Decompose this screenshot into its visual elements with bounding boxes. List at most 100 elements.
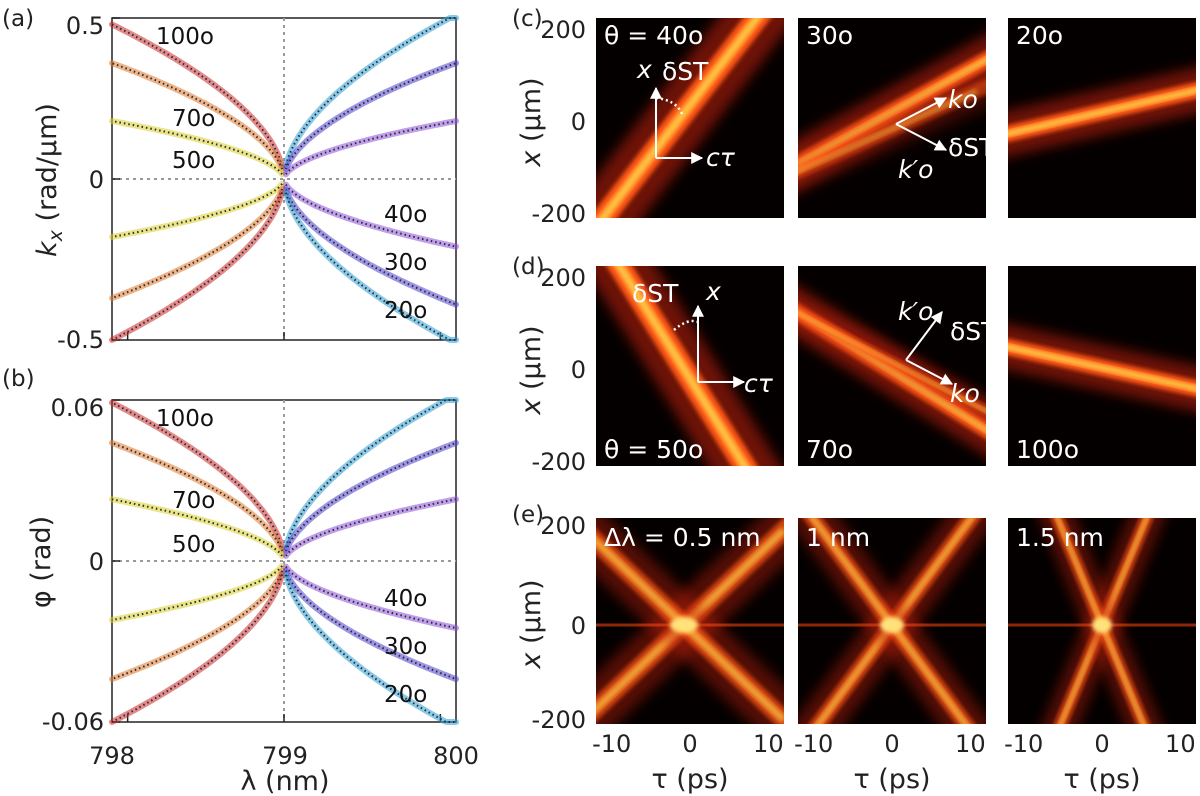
series-fit-11 [284,574,456,723]
curve-label-a-20: 20o [384,298,427,324]
tile-e-0-content [596,518,784,724]
tile-e-2-content [1008,518,1196,724]
curve-label-a-30: 30o [384,250,427,276]
series-band-3 [109,180,286,240]
panel-a-curves [109,15,459,343]
series-fit-3 [111,565,283,621]
ytick-d-2: -200 [532,448,586,476]
tile-c-0-content [596,18,784,218]
beam-c-2 [1008,53,1196,171]
curve-label-b-30: 30o [384,634,427,660]
tile-d-1-label: 70o [806,435,853,464]
series-band-10 [282,186,459,308]
ylabel-b: φ (rad) [26,516,57,608]
panel-c-label: (c) [512,6,543,32]
ytick-e-1: 0 [571,612,586,640]
xtick-e-2-1: 0 [1094,730,1109,758]
series-band-3 [109,562,286,623]
curve-label-a-40: 40o [384,202,427,228]
ylabel-d: x (µm) [516,325,547,415]
xlabel-e-2: τ (ps) [1063,764,1140,795]
tile-e-0-label: Δλ = 0.5 nm [604,523,761,552]
ytick-a-2: -0.5 [57,326,104,354]
ytick-a-0: 0.5 [66,12,104,40]
ylabel-e: x (µm) [516,579,547,669]
inset-c1-delta: δST [948,133,995,162]
tile-c-0-label: θ = 40o [604,21,703,50]
panel-a-label: (a) [2,6,34,32]
ylabel-a: kx (rad/µm) [32,103,67,257]
curve-label-b-100: 100o [156,406,214,432]
xtick-e-2-2: 10 [1165,730,1196,758]
inset-c-ctau: cτ [706,143,736,172]
tile-e-2-label: 1.5 nm [1016,523,1104,552]
tile-c-2 [1008,18,1196,218]
series-fit-7 [284,62,457,170]
panel-b: (b) 0.06 0 -0.06 φ (rad) 798 799 800 λ (… [2,366,479,796]
inset-d-delta: δST [632,279,679,308]
panel-e-label: (e) [512,502,544,528]
ytick-e-2: -200 [532,706,586,734]
ylabel-a-main: k [32,240,63,257]
xtick-e-0-1: 0 [682,730,697,758]
tile-c-1-label: 30o [806,21,853,50]
series-band-11 [282,571,459,725]
inset-c-delta: δST [662,57,709,86]
series-band-5 [109,189,286,343]
tile-d-0-label: θ = 50o [604,435,703,464]
ytick-b-1: 0 [89,548,104,576]
series-fit-10 [284,570,457,681]
ylabel-c: x (µm) [516,77,547,167]
tile-d-2 [1008,266,1196,466]
ylabel-a-unit: (rad/µm) [32,103,63,230]
curve-label-a-100: 100o [156,24,214,50]
series-fit-5 [111,574,284,723]
xtick-b-800: 800 [433,742,479,770]
ytick-c-1: 0 [571,108,586,136]
tile-e-0 [596,518,784,724]
inset-c1-kp: k′o [898,155,933,184]
panel-a: (a) 0.5 0 -0.5 kx (rad/µm) 100o 70o 50o … [2,6,459,354]
inset-c1-k: ko [948,85,978,114]
series-fit-0 [111,23,284,167]
ytick-b-2: -0.06 [42,708,104,736]
series-band-2 [109,118,286,178]
inset-d1-kp-arrow [905,311,943,361]
ytick-d-0: 200 [540,264,586,292]
panel-e-xticks: -10 0 10 τ (ps) -10 0 10 τ (ps) -10 0 10 τ (ps) [592,730,1196,795]
tile-c-1 [798,18,986,218]
xtick-b-798: 798 [89,742,135,770]
curve-label-a-70: 70o [172,106,215,132]
xtick-e-1-2: 10 [955,730,986,758]
ylabel-a-sub: x [45,229,67,242]
series-band-5 [109,571,286,725]
ytick-e-0: 200 [540,512,586,540]
beam-d-2 [1008,308,1196,424]
series-band-8 [282,496,459,559]
series-band-4 [109,185,286,302]
inset-d-x: x [705,277,721,306]
xlabel-e-0: τ (ps) [651,764,728,795]
series-fit-1 [111,441,284,552]
inset-d-ctau: cτ [744,369,774,398]
xtick-e-0-2: 10 [753,730,784,758]
panel-b-curves [109,397,459,725]
series-fit-1 [111,62,284,170]
ytick-a-1: 0 [89,166,104,194]
inset-c-x: x [636,55,652,84]
beam-c-0 [596,18,784,218]
curve-label-b-70: 70o [172,488,215,514]
series-fit-4 [111,188,284,300]
series-fit-4 [111,570,284,681]
tile-e-1-content [798,518,986,724]
heatmap-tiles: θ = 40o 30o 20o θ = 50o 70o 100o Δλ = 0.5 nm 1 … [596,18,1196,724]
tile-d-2-label: 100o [1016,435,1079,464]
tile-c-0 [596,18,784,218]
ytick-c-2: -200 [532,200,586,228]
xtick-e-2-0: -10 [1004,730,1043,758]
inset-d1-delta: δST [950,317,997,346]
series-fit-6 [284,399,456,548]
curve-label-b-40: 40o [384,586,427,612]
inset-c1-k-arrow [895,97,948,125]
